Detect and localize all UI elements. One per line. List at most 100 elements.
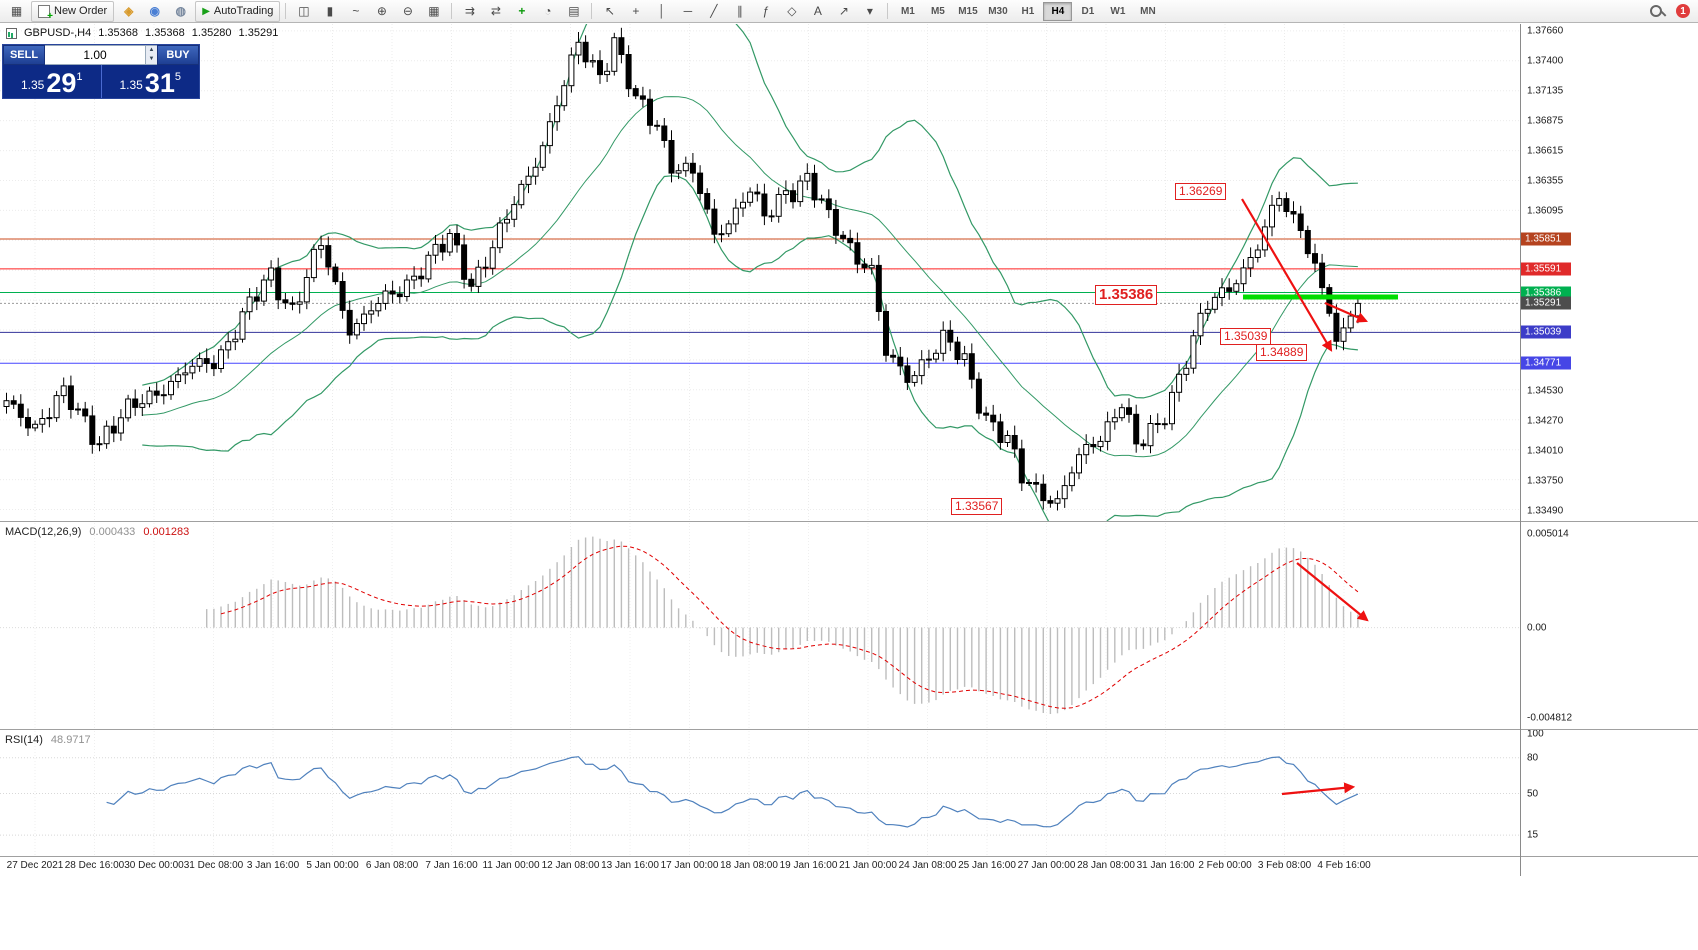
time-label: 31 Jan 16:00 — [1136, 860, 1195, 871]
timeframe-d1[interactable]: D1 — [1081, 5, 1095, 17]
line-chart-icon[interactable]: ~ — [352, 4, 360, 18]
objects-dropdown-icon[interactable]: ▾ — [866, 4, 873, 18]
macd-axis-tick: 0.005014 — [1527, 528, 1569, 540]
signals-icon[interactable]: ◉ — [149, 4, 160, 18]
price-level-tag: 1.35039 — [1521, 325, 1571, 339]
timeframe-mn[interactable]: MN — [1140, 5, 1156, 17]
trendline-icon[interactable]: ╱ — [710, 4, 718, 18]
auto-scroll-icon[interactable]: ⇉ — [464, 4, 475, 18]
timeframe-h1[interactable]: H1 — [1021, 5, 1035, 17]
price-tick: 1.34530 — [1527, 385, 1564, 397]
indicators-icon[interactable]: + — [518, 4, 526, 18]
macd-axis-tick: -0.004812 — [1527, 712, 1573, 724]
price-tick: 1.37660 — [1527, 25, 1564, 37]
timeframe-m5[interactable]: M5 — [930, 5, 945, 17]
time-label: 3 Feb 08:00 — [1257, 860, 1312, 871]
text-icon[interactable]: A — [813, 4, 822, 18]
panel-separator[interactable] — [0, 521, 1698, 522]
autotrading-button[interactable]: ▶ AutoTrading — [195, 0, 281, 22]
volume-up-icon[interactable]: ▲ — [145, 46, 157, 55]
macd-header: MACD(12,26,9) 0.000433 0.001283 — [5, 526, 189, 538]
ohlc-high: 1.35368 — [145, 27, 185, 39]
buy-button[interactable]: BUY — [157, 45, 199, 65]
mql5-market-icon[interactable]: ◈ — [124, 4, 134, 18]
time-label: 12 Jan 08:00 — [541, 860, 600, 871]
toolbar-group-charts: ▦ — [4, 1, 29, 22]
shapes-icon[interactable]: ◇ — [787, 4, 797, 18]
vertical-line-icon[interactable]: │ — [658, 4, 666, 18]
buy-price-sup: 5 — [174, 71, 182, 83]
community-icon[interactable]: ◍ — [175, 4, 186, 18]
time-label: 31 Dec 08:00 — [183, 860, 244, 871]
new-chart-icon[interactable]: ▦ — [10, 4, 23, 18]
toolbar-group-view: ◫ ▮ ~ ⊕ ⊖ ▦ — [291, 1, 446, 22]
time-label: 18 Jan 08:00 — [720, 860, 778, 871]
symbol-title: GBPUSD-,H4 — [24, 27, 92, 39]
timeframe-m15[interactable]: M15 — [958, 5, 978, 17]
toolbar-separator — [887, 3, 889, 19]
price-tick: 1.37135 — [1527, 85, 1564, 97]
new-order-button[interactable]: New Order — [31, 0, 115, 22]
new-order-label: New Order — [54, 5, 108, 17]
ohlc-close: 1.35291 — [238, 27, 279, 39]
time-label: 27 Jan 00:00 — [1017, 860, 1076, 871]
timeframe-m1[interactable]: M1 — [900, 5, 915, 17]
buy-price-main: 1.35 — [119, 78, 143, 92]
price-chart-panel[interactable] — [0, 24, 1520, 521]
autotrading-play-icon: ▶ — [202, 5, 210, 17]
sell-price[interactable]: 1.35 29 1 — [3, 65, 102, 98]
bar-chart-icon[interactable]: ◫ — [298, 4, 310, 18]
time-label: 7 Jan 16:00 — [425, 860, 478, 871]
toolbar-group-objects: ↖ + │ ─ ╱ ∥ ƒ ◇ A ↗ ▾ — [597, 1, 882, 22]
notification-badge[interactable]: 1 — [1676, 4, 1690, 18]
timeframe-h4[interactable]: H4 — [1043, 1, 1073, 21]
price-tick: 1.36095 — [1527, 205, 1564, 217]
toolbar-separator — [285, 3, 287, 19]
buy-price-big: 31 — [144, 68, 175, 98]
time-label: 21 Jan 00:00 — [839, 860, 897, 871]
volume-input[interactable] — [45, 46, 145, 64]
time-label: 4 Feb 16:00 — [1317, 860, 1371, 871]
periods-icon[interactable]: ◔ — [544, 4, 552, 18]
crosshair-icon[interactable]: + — [632, 4, 640, 18]
candlestick-icon[interactable]: ▮ — [326, 4, 334, 18]
price-level-tag: 1.34771 — [1521, 356, 1571, 370]
horizontal-line-icon[interactable]: ─ — [683, 4, 693, 18]
price-tick: 1.33490 — [1527, 505, 1564, 517]
volume-down-icon[interactable]: ▼ — [145, 55, 157, 64]
search-icon[interactable] — [1650, 5, 1668, 17]
chart-shift-icon[interactable]: ⇄ — [490, 4, 501, 18]
time-label: 17 Jan 00:00 — [660, 860, 719, 871]
rsi-axis-tick: 100 — [1527, 728, 1544, 740]
price-tick: 1.37400 — [1527, 55, 1564, 67]
timeframe-w1[interactable]: W1 — [1110, 5, 1126, 17]
price-scale[interactable]: 1.37660 1.37400 1.37135 1.36875 1.36615 1.363… — [1520, 0, 1698, 950]
panel-separator[interactable] — [0, 729, 1698, 730]
macd-panel[interactable] — [0, 523, 1520, 728]
price-level-tag: 1.35291 — [1521, 296, 1571, 310]
price-level-tag: 1.35591 — [1521, 262, 1571, 276]
sell-price-big: 29 — [46, 68, 77, 98]
timeframe-m30[interactable]: M30 — [988, 5, 1008, 17]
macd-value-signal: 0.001283 — [143, 526, 190, 538]
sell-button[interactable]: SELL — [3, 45, 45, 65]
buy-price[interactable]: 1.35 31 5 — [102, 65, 200, 98]
tile-windows-icon[interactable]: ▦ — [428, 4, 440, 18]
toolbar-group-services: ◈ ◉ ◍ — [116, 1, 193, 22]
templates-icon[interactable]: ▤ — [568, 4, 580, 18]
zoom-in-icon[interactable]: ⊕ — [376, 4, 387, 18]
arrows-icon[interactable]: ↗ — [838, 4, 849, 18]
timeframe-group: M1 M5 M15 M30 H1 H4 D1 W1 MN — [893, 1, 1162, 21]
time-scale[interactable]: 27 Dec 2021 28 Dec 16:00 30 Dec 00:00 31 De… — [0, 858, 1520, 876]
cursor-icon[interactable]: ↖ — [604, 4, 615, 18]
zoom-out-icon[interactable]: ⊖ — [402, 4, 413, 18]
rsi-header: RSI(14) 48.9717 — [5, 734, 91, 746]
fibonacci-icon[interactable]: ƒ — [762, 4, 770, 18]
time-label: 13 Jan 16:00 — [601, 860, 659, 871]
toolbar: ▦ New Order ◈ ◉ ◍ ▶ AutoTrading ◫ ▮ ~ ⊕ ⊖ ▦ ⇉ ⇄ +… — [0, 0, 1698, 23]
channel-icon[interactable]: ∥ — [736, 4, 743, 18]
one-click-trading-widget: SELL ▲ ▼ BUY 1.35 29 1 1.35 31 5 — [2, 44, 200, 99]
rsi-panel[interactable] — [0, 731, 1520, 856]
macd-value-main: 0.000433 — [89, 526, 136, 538]
autotrading-label: AutoTrading — [213, 5, 274, 17]
